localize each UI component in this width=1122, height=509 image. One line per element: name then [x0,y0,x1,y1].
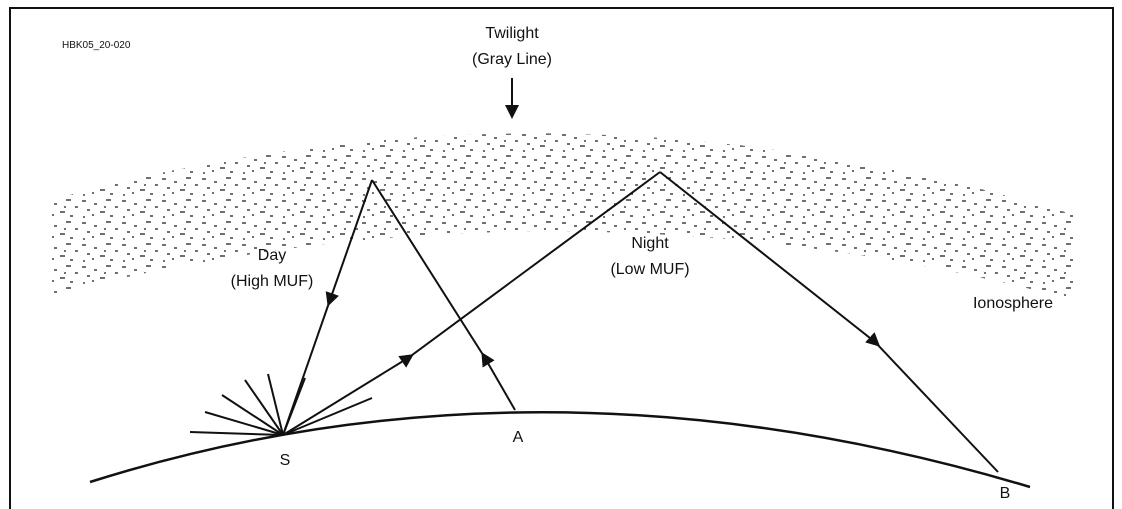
label: (Gray Line) [472,51,552,68]
label: (Low MUF) [610,261,689,278]
ionosphere-layer [50,134,1075,300]
earth-surface [90,412,1030,487]
point-label: A [513,429,524,446]
label: Night [631,235,669,252]
diagram: HBK05_20-020 Twilight (Gray Line) Day (H… [0,0,1122,509]
label: (High MUF) [231,273,314,290]
label: Ionosphere [973,295,1053,312]
label: Day [258,247,286,264]
point-label: B [1000,485,1011,502]
label: Twilight [485,25,539,42]
page: HBK05_20-020 Twilight (Gray Line) Day (H… [0,0,1122,509]
point-label: S [280,452,291,469]
figure-id: HBK05_20-020 [62,40,131,51]
